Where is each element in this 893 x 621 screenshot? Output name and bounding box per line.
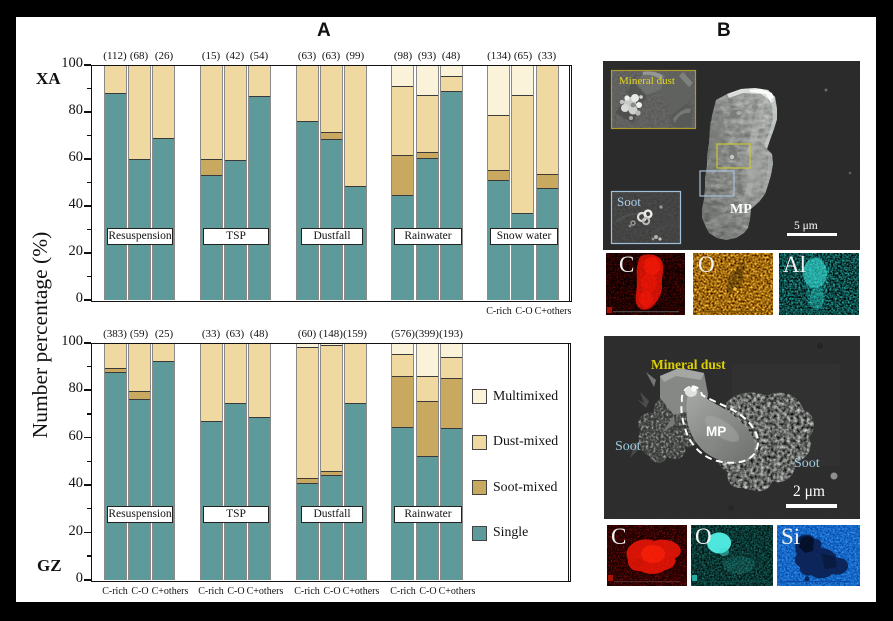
svg-text:Mineral dust: Mineral dust <box>651 357 726 372</box>
svg-text:Al: Al <box>783 253 806 277</box>
svg-text:O: O <box>698 253 715 277</box>
svg-text:5 μm: 5 μm <box>794 220 818 232</box>
svg-text:MP: MP <box>706 424 726 439</box>
svg-text:Soot: Soot <box>794 456 820 471</box>
svg-text:Soot: Soot <box>617 194 641 209</box>
svg-text:C: C <box>611 525 626 549</box>
svg-text:C: C <box>619 253 634 277</box>
svg-text:Mineral dust: Mineral dust <box>619 75 675 87</box>
svg-text:Si: Si <box>781 525 800 549</box>
svg-text:O: O <box>695 525 712 549</box>
svg-text:Soot: Soot <box>615 439 641 454</box>
svg-text:MP: MP <box>730 202 752 217</box>
svg-text:2 μm: 2 μm <box>793 483 825 500</box>
